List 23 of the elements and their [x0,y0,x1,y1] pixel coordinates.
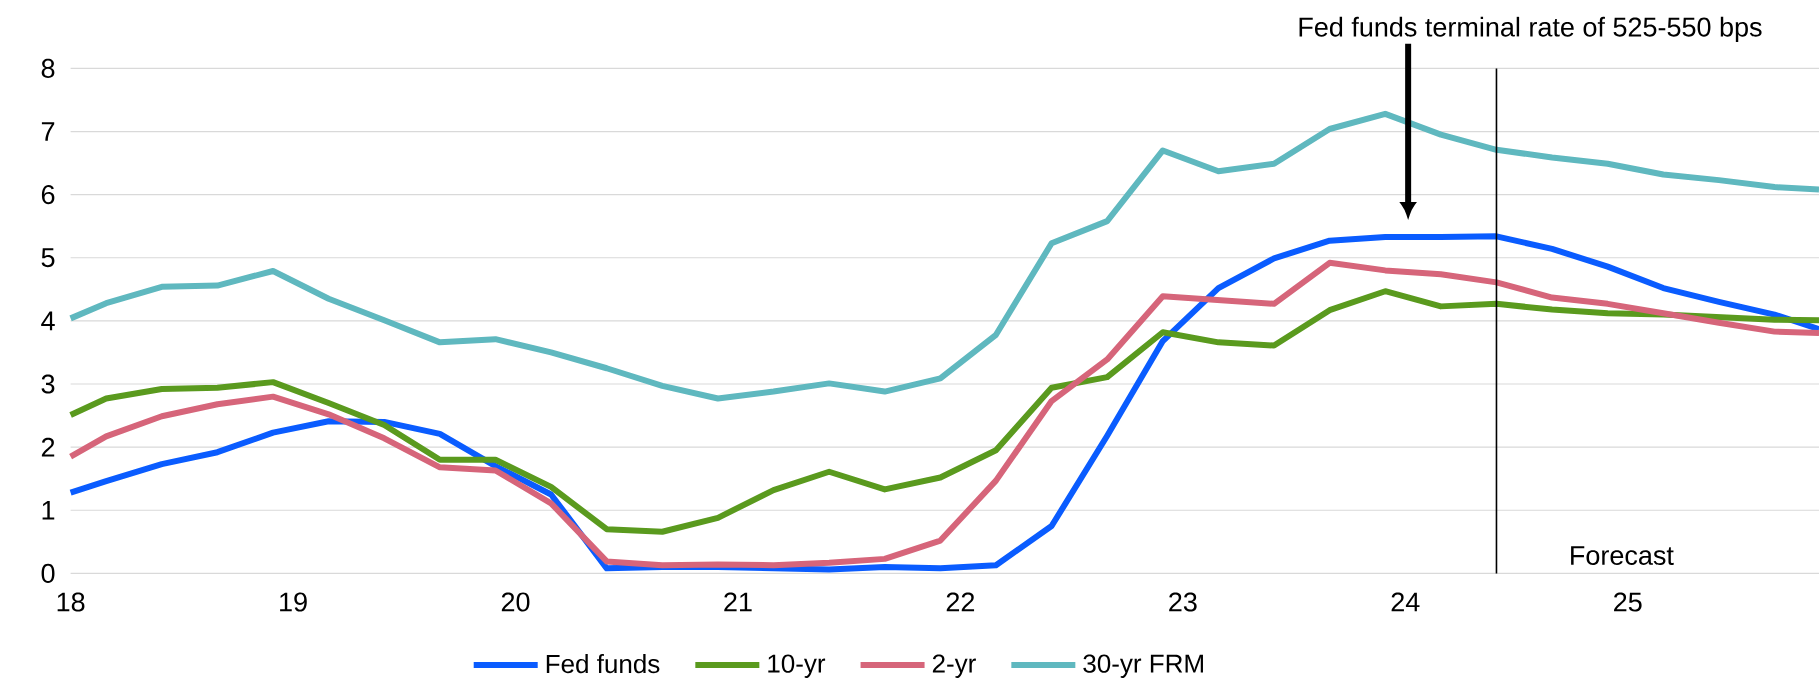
text: Fed funds terminal rate of 525-550 bps [1299,16,1762,43]
ref-line-label: Forecast [1571,546,1674,565]
legend-label: Fed funds [546,654,660,674]
x-tick-label: 22 [946,592,975,612]
legend-label: 10-yr [768,654,826,678]
y-tick-label: 8 [41,58,55,78]
y-tick-label: 7 [41,122,55,141]
x-tick-label: 18 [57,592,85,612]
x-tick-label: 21 [724,592,752,612]
y-tick-label: 1 [42,500,55,520]
y-tick-label: 6 [41,185,55,205]
y-tick-label: 0 [41,563,55,583]
y-tick-label: 3 [41,374,55,394]
y-tick-label: 4 [41,311,55,331]
x-tick-label: 25 [1614,592,1642,612]
x-tick-label: 19 [280,592,307,612]
legend-label: 30-yr FRM [1083,654,1203,678]
x-tick-label: 23 [1169,592,1197,612]
y-tick-label: 5 [41,248,55,268]
x-tick-label: 20 [501,592,530,612]
legend-label: 2-yr [932,654,976,678]
x-tick-label: 24 [1391,592,1420,612]
y-tick-label: 2 [41,437,55,457]
